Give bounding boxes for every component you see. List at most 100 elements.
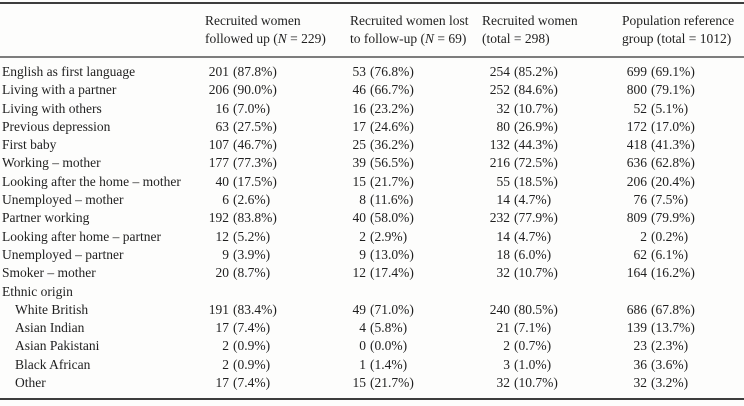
- cell-count: 192: [208, 210, 229, 226]
- row-label: White British: [15, 301, 89, 317]
- cell-count: 40: [215, 173, 230, 189]
- row-label-cell: Smoker – mother: [0, 264, 205, 282]
- cell-percent: (6.0%): [514, 246, 552, 262]
- row-label: Previous depression: [2, 118, 111, 134]
- row-label: Ethnic origin: [2, 283, 73, 299]
- cell-count: 46: [352, 82, 367, 98]
- table-cell: 164 (16.2%): [622, 264, 744, 282]
- cell-percent: (4.7%): [514, 228, 552, 244]
- cell-count: 201: [208, 64, 229, 79]
- cell-count: 172: [626, 118, 647, 134]
- cell-percent: (44.3%): [514, 137, 558, 153]
- row-label: Smoker – mother: [2, 265, 96, 281]
- cell-count: 17: [215, 375, 230, 391]
- table-cell: 32 (10.7%): [482, 264, 622, 282]
- table-cell: 2 (0.9%): [205, 356, 350, 374]
- cell-count: 240: [489, 301, 510, 317]
- header-line2-pre: (total = 298): [482, 31, 550, 46]
- cell-percent: (7.0%): [233, 100, 271, 116]
- row-label-cell: Previous depression: [0, 118, 205, 136]
- cell-count: 20: [215, 265, 230, 281]
- table-cell: 40 (17.5%): [205, 173, 350, 191]
- cell-count: 17: [215, 320, 230, 336]
- cell-percent: (66.7%): [370, 82, 414, 98]
- table-row: Living with a partner 206 (90.0%) 46 (66.7…: [0, 81, 744, 99]
- header-line1: Recruited women: [482, 13, 578, 28]
- column-header-lost-to-follow-up: Recruited women lost to follow-up (N = 6…: [350, 3, 482, 58]
- cell-percent: (76.8%): [370, 64, 414, 79]
- cell-count: 55: [496, 173, 511, 189]
- cell-count: 14: [496, 192, 511, 208]
- table-cell: 206 (90.0%): [205, 81, 350, 99]
- cell-percent: (72.5%): [514, 155, 558, 171]
- table-cell: 17 (7.4%): [205, 319, 350, 337]
- cell-percent: (3.2%): [651, 375, 689, 391]
- table-row: Looking after the home – mother 40 (17.5%…: [0, 173, 744, 191]
- table-cell: 107 (46.7%): [205, 136, 350, 154]
- row-label: Other: [15, 375, 46, 391]
- table-cell: 21 (7.1%): [482, 319, 622, 337]
- cell-count: 9: [359, 246, 366, 262]
- cell-percent: (4.7%): [514, 192, 552, 208]
- cell-count: 636: [626, 155, 647, 171]
- cell-count: 49: [352, 301, 367, 317]
- table-cell: 16 (7.0%): [205, 100, 350, 118]
- table-cell: 17 (7.4%): [205, 374, 350, 399]
- cell-count: 62: [633, 246, 648, 262]
- row-label: Working – mother: [2, 155, 101, 171]
- cell-count: 191: [208, 301, 229, 317]
- table-cell: 15 (21.7%): [350, 173, 482, 191]
- cell-percent: (5.2%): [233, 228, 271, 244]
- cell-count: 686: [626, 301, 647, 317]
- header-line2: (total = 298): [482, 30, 622, 48]
- cell-percent: (0.2%): [651, 228, 689, 244]
- table-cell: 809 (79.9%): [622, 209, 744, 227]
- table-cell: 216 (72.5%): [482, 154, 622, 172]
- row-label-cell: White British: [0, 301, 205, 319]
- table-row: First baby 107 (46.7%) 25 (36.2%) 132 (44.3…: [0, 136, 744, 154]
- cell-percent: (7.1%): [514, 320, 552, 336]
- table-cell: 192 (83.8%): [205, 209, 350, 227]
- column-header-population-reference: Population reference group (total = 1012…: [622, 3, 744, 58]
- cell-percent: (77.9%): [514, 210, 558, 226]
- table-cell: 40 (58.0%): [350, 209, 482, 227]
- cell-percent: (0.7%): [514, 338, 552, 354]
- cell-count: 32: [496, 100, 511, 116]
- cell-count: 139: [626, 320, 647, 336]
- table-cell: 686 (67.8%): [622, 301, 744, 319]
- cell-count: 164: [626, 265, 647, 281]
- cell-count: 2: [359, 228, 366, 244]
- table-cell: 62 (6.1%): [622, 246, 744, 264]
- table-row: English as first language 201 (87.8%) 53(…: [0, 57, 744, 81]
- row-label: English as first language: [2, 64, 136, 79]
- table-row: White British 191 (83.4%) 49 (71.0%) 240 (8…: [0, 301, 744, 319]
- row-label-cell: Working – mother: [0, 154, 205, 172]
- cell-percent: (79.1%): [651, 82, 695, 98]
- table-row: Working – mother 177 (77.3%) 39 (56.5%) 21…: [0, 154, 744, 172]
- cell-percent: (7.5%): [651, 192, 689, 208]
- cell-count: 216: [489, 155, 510, 171]
- cell-count: 76: [633, 192, 648, 208]
- header-line2: followed up (N = 229): [205, 30, 350, 48]
- cell-percent: (1.4%): [370, 356, 408, 372]
- table-cell: 2 (0.2%): [622, 228, 744, 246]
- cell-percent: (79.9%): [651, 210, 695, 226]
- cell-percent: (26.9%): [514, 118, 558, 134]
- cell-count: 206: [208, 82, 229, 98]
- cell-percent: (17.0%): [651, 118, 695, 134]
- table-cell: 6 (2.6%): [205, 191, 350, 209]
- table-row: Smoker – mother 20 (8.7%) 12 (17.4%) 32 (10…: [0, 264, 744, 282]
- cell-count: 107: [208, 137, 229, 153]
- cell-percent: (27.5%): [233, 118, 277, 134]
- table-cell: 25 (36.2%): [350, 136, 482, 154]
- table-cell: 14 (4.7%): [482, 228, 622, 246]
- table-cell: 32 (3.2%): [622, 374, 744, 399]
- table-cell: 18 (6.0%): [482, 246, 622, 264]
- table-cell: 53 (76.8%): [350, 57, 482, 81]
- cell-percent: (46.7%): [233, 137, 277, 153]
- header-row: Recruited women followed up (N = 229) Re…: [0, 3, 744, 58]
- row-label-cell: Living with others: [0, 100, 205, 118]
- cell-percent: (5.8%): [370, 320, 408, 336]
- cell-percent: (87.8%): [233, 64, 277, 79]
